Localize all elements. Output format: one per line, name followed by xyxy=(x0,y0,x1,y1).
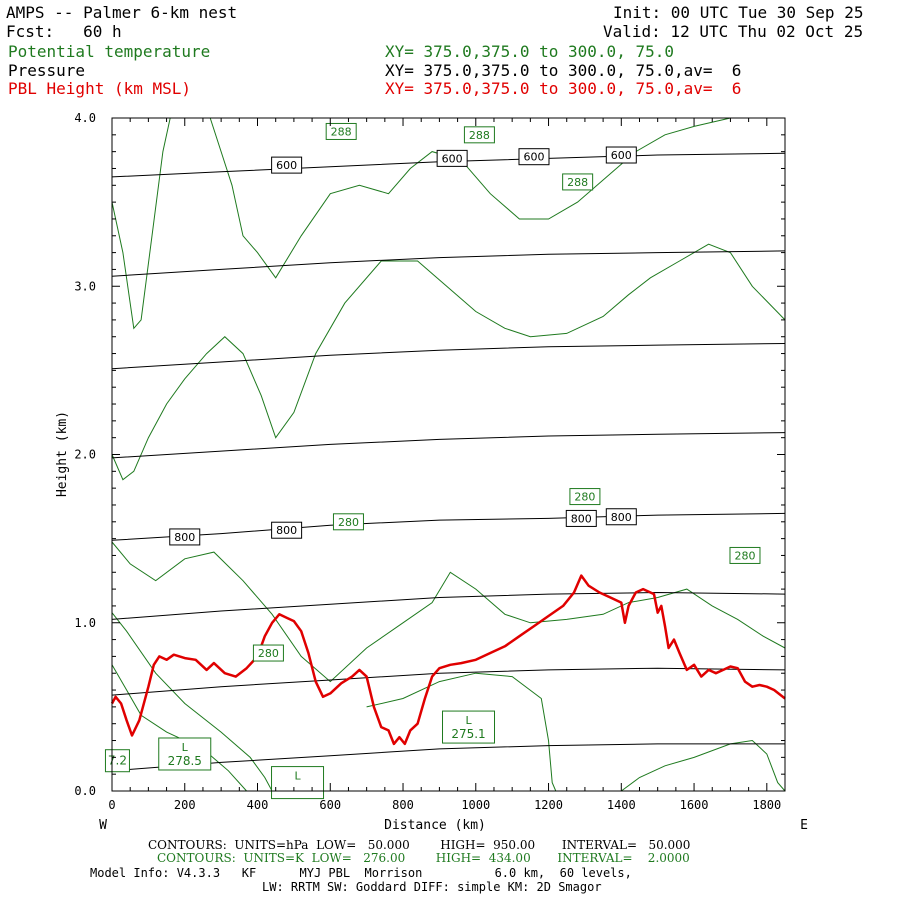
field-xy-pressure: XY= 375.0,375.0 to 300.0, 75.0,av= 6 xyxy=(385,61,742,80)
pressure-label-4: 800 xyxy=(174,531,195,544)
theta-label-4-box xyxy=(569,488,601,506)
theta-contour-0 xyxy=(111,612,273,792)
theta-contour-1 xyxy=(111,541,786,683)
theta-label-5-box xyxy=(729,546,761,564)
theta-label-2: 288 xyxy=(567,176,588,189)
y-tick-label-1: 1.0 xyxy=(74,616,96,630)
theta-contour-4 xyxy=(209,117,731,279)
pressure-contour-2 xyxy=(111,591,786,620)
theta-label-0: 288 xyxy=(331,125,352,138)
pressure-contour-4 xyxy=(111,432,786,459)
model-info: Model Info: V4.3.3 KF MYJ PBL Morrison 6… xyxy=(90,866,632,880)
west-end-label: W xyxy=(99,818,107,833)
pressure-contour-6 xyxy=(111,250,786,277)
pressure-label-4-box xyxy=(169,528,201,546)
theta-label-0-box xyxy=(325,122,357,140)
y-axis-label: Height (km) xyxy=(55,411,70,497)
valid-time: Valid: 12 UTC Thu 02 Oct 25 xyxy=(603,22,864,41)
low-value-3: 7.2 xyxy=(108,754,127,768)
low-letter-0: L xyxy=(465,714,472,727)
low-box-0 xyxy=(442,710,496,744)
plot-frame xyxy=(111,117,786,792)
pressure-label-6: 800 xyxy=(571,512,592,525)
contours-hpa-info: CONTOURS: UNITS=hPa LOW= 50.000 HIGH= 95… xyxy=(148,838,691,852)
y-tick-label-4: 4.0 xyxy=(74,111,96,125)
theta-contour-5 xyxy=(111,664,247,792)
low-letter-1: L xyxy=(182,741,189,754)
theta-label-3: 280 xyxy=(338,516,359,529)
x-tick-label-1: 200 xyxy=(174,798,196,812)
contours-k-info: CONTOURS: UNITS=K LOW= 276.00 HIGH= 434.… xyxy=(157,851,690,865)
init-time: Init: 00 UTC Tue 30 Sep 25 xyxy=(613,3,864,22)
x-tick-label-0: 0 xyxy=(108,798,115,812)
x-tick-label-5: 1000 xyxy=(461,798,490,812)
low-letter-2: L xyxy=(294,770,301,783)
theta-label-6-box xyxy=(252,644,284,662)
y-tick-label-0: 0.0 xyxy=(74,784,96,798)
field-label-theta: Potential temperature xyxy=(8,42,211,61)
pressure-contour-5 xyxy=(111,343,786,370)
contour-labels: 600 600 600 600 800 800 800 800 288 288 288 280 280 2… xyxy=(104,122,761,800)
theta-contour-3 xyxy=(111,117,171,330)
low-box-3 xyxy=(104,749,130,773)
field-xy-pbl: XY= 375.0,375.0 to 300.0, 75.0,av= 6 xyxy=(385,79,742,98)
theta-label-3-box xyxy=(332,513,364,531)
theta-label-1: 288 xyxy=(469,129,490,142)
axes: 0 200 400 600 800 1000 1200 1400 1600 1800 0.0 1.0 2… xyxy=(74,111,785,812)
x-tick-label-8: 1600 xyxy=(680,798,709,812)
pressure-contour-3 xyxy=(111,512,786,541)
theta-contours xyxy=(111,117,786,792)
pressure-label-1-box xyxy=(436,149,468,167)
pressure-label-5: 800 xyxy=(276,524,297,537)
pressure-label-2-box xyxy=(518,148,550,166)
x-tick-label-3: 600 xyxy=(319,798,341,812)
pressure-label-2: 600 xyxy=(523,151,544,164)
pressure-contour-0 xyxy=(111,743,785,772)
low-value-0: 275.1 xyxy=(451,727,485,741)
x-axis-label: Distance (km) xyxy=(384,818,486,833)
theta-label-1-box xyxy=(463,126,495,144)
low-value-1: 278.5 xyxy=(168,754,202,768)
x-tick-label-6: 1200 xyxy=(534,798,563,812)
forecast-hour: Fcst: 60 h xyxy=(6,22,122,41)
theta-label-2-box xyxy=(562,173,594,191)
y-tick-label-2: 2.0 xyxy=(74,448,96,462)
pbl-height-line xyxy=(110,574,786,746)
field-xy-theta: XY= 375.0,375.0 to 300.0, 75.0 xyxy=(385,42,674,61)
pressure-label-3: 600 xyxy=(611,149,632,162)
pressure-label-7: 800 xyxy=(611,511,632,524)
pbl-height-series xyxy=(110,574,786,746)
pressure-label-5-box xyxy=(271,521,303,539)
low-box-1 xyxy=(158,737,212,771)
east-end-label: E xyxy=(800,818,808,833)
pressure-label-1: 600 xyxy=(442,152,463,165)
theta-contour-6 xyxy=(621,739,786,792)
model-info-physics: LW: RRTM SW: Goddard DIFF: simple KM: 2D… xyxy=(262,880,602,894)
low-box-2 xyxy=(271,766,325,800)
pressure-contours xyxy=(111,152,786,772)
y-tick-label-3: 3.0 xyxy=(74,279,96,293)
x-tick-label-9: 1800 xyxy=(752,798,781,812)
x-tick-label-4: 800 xyxy=(392,798,414,812)
pressure-label-3-box xyxy=(605,146,637,164)
x-tick-label-7: 1400 xyxy=(607,798,636,812)
theta-contour-7 xyxy=(366,672,557,792)
pressure-label-0-box xyxy=(271,156,303,174)
pressure-label-6-box xyxy=(565,509,597,527)
run-title: AMPS -- Palmer 6-km nest xyxy=(6,3,238,22)
theta-contour-2 xyxy=(111,243,786,481)
pressure-label-7-box xyxy=(605,508,637,526)
theta-label-4: 280 xyxy=(574,491,595,504)
pressure-contour-1 xyxy=(111,667,786,696)
theta-label-6: 280 xyxy=(258,647,279,660)
pressure-label-0: 600 xyxy=(276,159,297,172)
field-label-pbl: PBL Height (km MSL) xyxy=(8,79,192,98)
field-label-pressure: Pressure xyxy=(8,61,86,80)
theta-label-5: 280 xyxy=(734,549,755,562)
x-tick-label-2: 400 xyxy=(247,798,269,812)
